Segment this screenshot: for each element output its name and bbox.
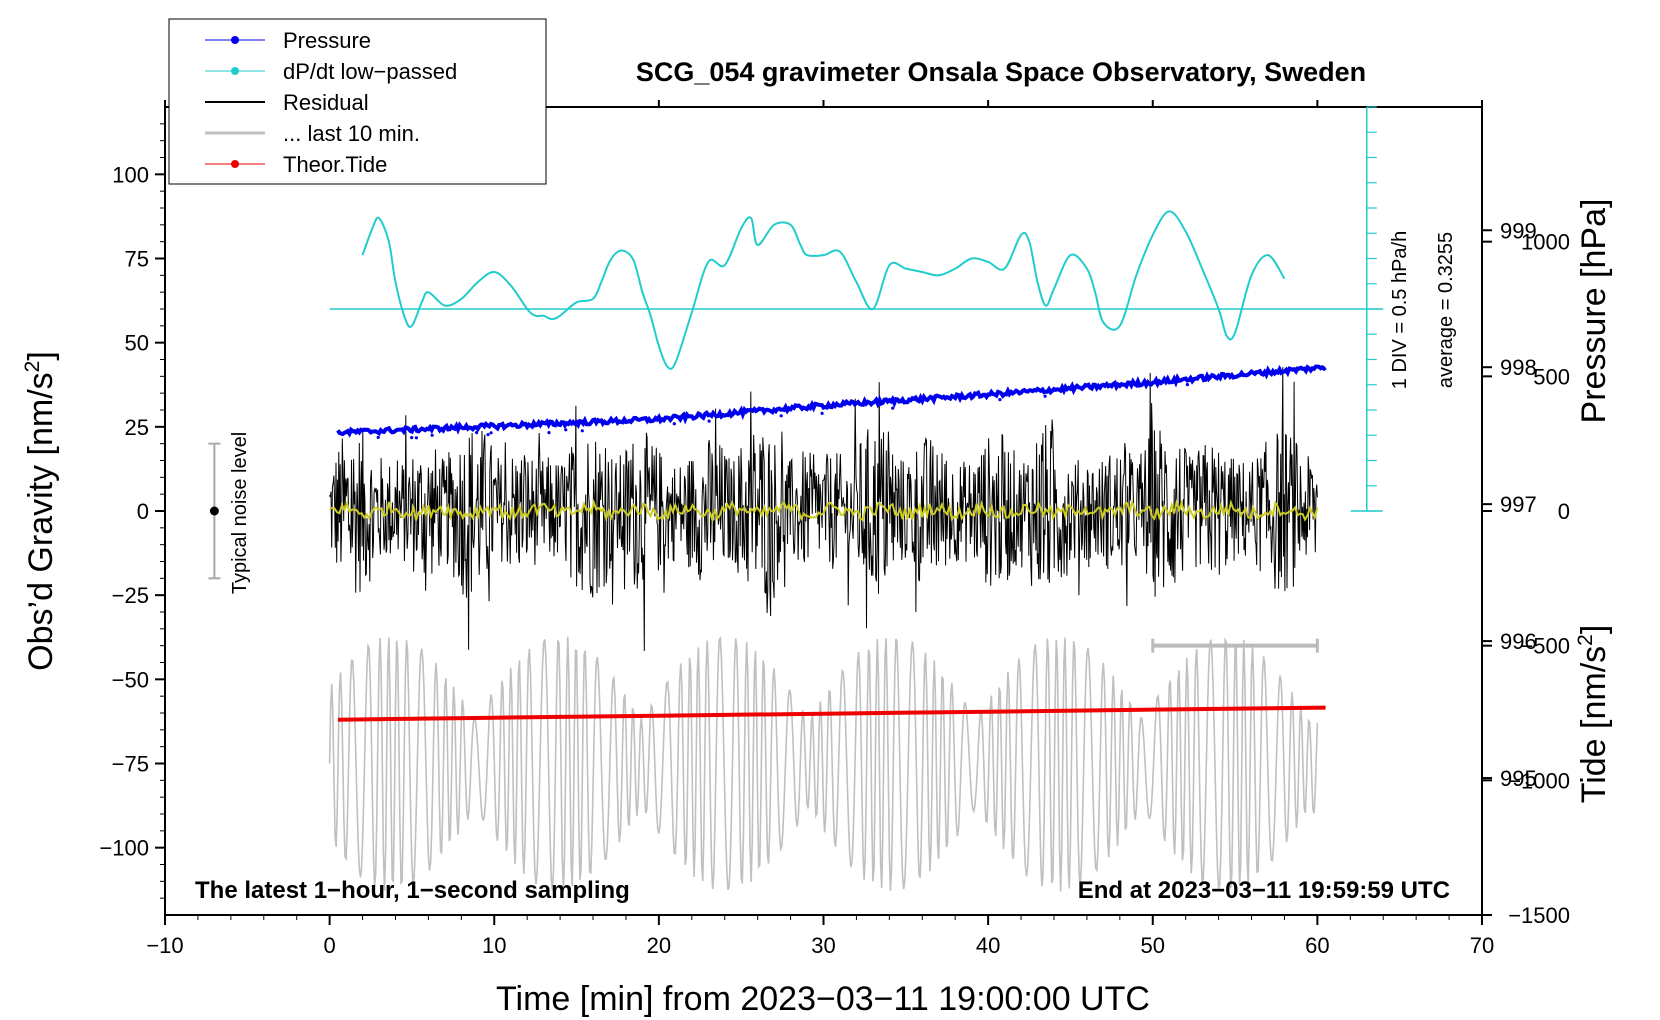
pressure-point	[998, 398, 1002, 402]
tick-layer: −10 0 10 20 30 40 50 60 70−100−75−50−25025507510…	[99, 100, 1570, 958]
y-tick-label: 100	[112, 162, 149, 187]
x-tick-label: 30	[811, 933, 835, 958]
pressure-point	[1043, 394, 1047, 398]
average-label: average = 0.3255	[1435, 232, 1457, 388]
div-scale-bar	[1350, 106, 1383, 512]
noise-label: Typical noise level	[229, 432, 251, 594]
pressure-line	[336, 364, 1327, 438]
series-residual-smoothed	[329, 498, 1319, 525]
x-tick-label: 0	[324, 933, 336, 958]
y-axis-label-left: Obs’d Gravity [nm/s2]	[21, 351, 60, 671]
noise-level-indicator	[208, 442, 221, 580]
pressure-point	[672, 422, 676, 426]
pressure-tick-label: 996	[1500, 629, 1537, 654]
pressure-point	[820, 411, 824, 415]
legend-label: Pressure	[283, 28, 371, 53]
x-tick-label: 70	[1470, 933, 1494, 958]
legend-swatch-dot	[231, 160, 239, 168]
y-tick-label: 25	[125, 415, 149, 440]
annotation-bottom-right: End at 2023−03−11 19:59:59 UTC	[1078, 877, 1450, 904]
last10-line	[328, 635, 1319, 892]
y-axis-label-tide: Tide [nm/s2]	[1574, 625, 1613, 804]
tide-tick-label: −1000	[1508, 768, 1570, 793]
tide-tick-label: 0	[1558, 499, 1570, 524]
pressure-tick-label: 995	[1500, 766, 1537, 791]
y-tick-label: −75	[112, 752, 149, 777]
y-tick-label: 50	[125, 331, 149, 356]
x-axis-label: Time [min] from 2023−03−11 19:00:00 UTC	[496, 980, 1150, 1018]
residual-line	[329, 367, 1318, 651]
x-tick-label: 60	[1305, 933, 1329, 958]
y-tick-label: 75	[125, 247, 149, 272]
x-tick-label: −10	[146, 933, 183, 958]
legend-label: dP/dt low−passed	[283, 59, 457, 84]
y-tick-label: 0	[137, 499, 149, 524]
pressure-point	[410, 436, 414, 440]
legend-label: Residual	[283, 90, 369, 115]
pressure-point	[707, 419, 711, 423]
smoothed-residual-line	[329, 498, 1319, 525]
pressure-point	[891, 406, 895, 410]
pressure-point	[376, 435, 380, 439]
pressure-point	[779, 414, 783, 418]
pressure-point	[580, 429, 584, 433]
legend-label: ... last 10 min.	[283, 121, 420, 146]
pressure-point	[547, 431, 551, 435]
pressure-point	[475, 431, 479, 435]
series-last10-min	[328, 635, 1319, 892]
legend: Pressure dP/dt low−passed Residual ... last…	[168, 18, 547, 185]
series-theor-tide	[337, 705, 1326, 722]
chart-title: SCG_054 gravimeter Onsala Space Observat…	[636, 57, 1366, 87]
tide-tick-label: −1500	[1508, 903, 1570, 928]
plot-frame	[164, 106, 1483, 916]
annotation-bottom-left: The latest 1−hour, 1−second sampling	[195, 877, 630, 904]
tide-tick-label: 1000	[1521, 230, 1570, 255]
series-pressure	[336, 364, 1327, 440]
legend-label: Theor.Tide	[283, 152, 387, 177]
x-tick-label: 50	[1141, 933, 1165, 958]
tide-tick-label: −500	[1520, 634, 1570, 659]
y-axis-label-pressure: Pressure [hPa]	[1575, 199, 1613, 424]
pressure-tick-label: 999	[1500, 218, 1537, 243]
x-tick-label: 40	[976, 933, 1000, 958]
x-tick-label: 20	[647, 933, 671, 958]
last-10-min-bar	[1151, 638, 1319, 653]
y-tick-label: −100	[99, 836, 149, 861]
legend-swatch-dot	[231, 36, 239, 44]
tide-line	[337, 705, 1326, 722]
pressure-point	[486, 433, 490, 437]
legend-swatch-dot	[231, 67, 239, 75]
plot-area	[328, 210, 1384, 892]
y-tick-label: −25	[112, 583, 149, 608]
y-tick-label: −50	[112, 667, 149, 692]
pressure-point	[489, 431, 493, 435]
pressure-point	[414, 436, 418, 440]
pressure-tick-label: 997	[1500, 492, 1537, 517]
tide-tick-label: 500	[1533, 364, 1570, 389]
series-residual	[329, 367, 1318, 651]
pressure-point	[564, 428, 568, 432]
dpdt-line	[361, 210, 1286, 370]
series-dpdt-low-passed	[329, 210, 1384, 370]
div-label: 1 DIV = 0.5 hPa/h	[1389, 231, 1411, 389]
pressure-tick-label: 998	[1500, 355, 1537, 380]
pressure-point	[430, 433, 434, 437]
x-tick-label: 10	[482, 933, 506, 958]
pressure-point	[1185, 383, 1189, 387]
noise-center-dot	[209, 506, 219, 516]
